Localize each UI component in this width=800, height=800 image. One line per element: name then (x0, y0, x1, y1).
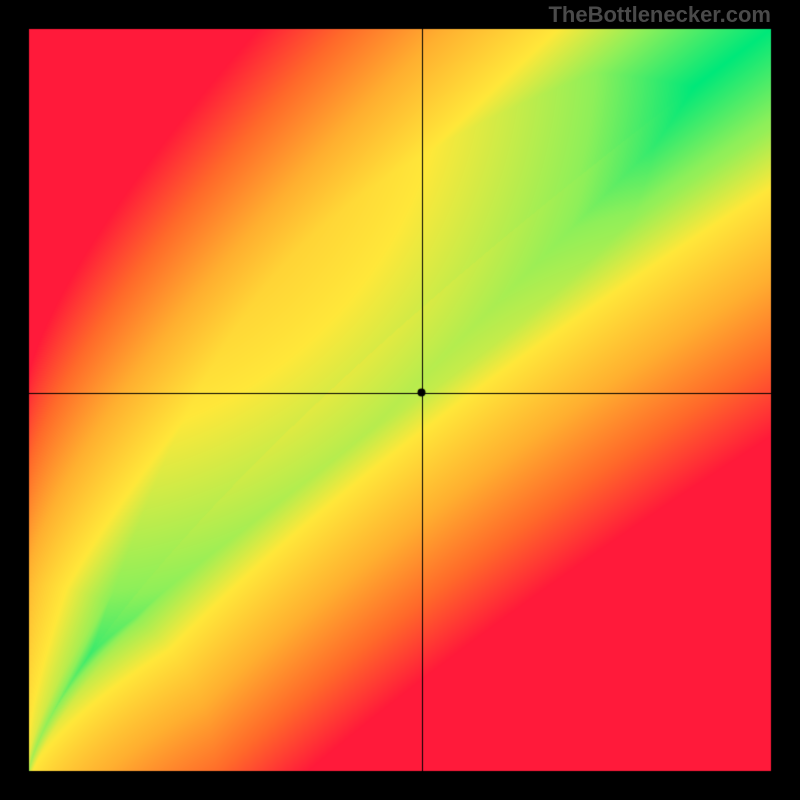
bottleneck-heatmap (0, 0, 800, 800)
watermark-text: TheBottlenecker.com (548, 2, 771, 28)
chart-container: TheBottlenecker.com (0, 0, 800, 800)
